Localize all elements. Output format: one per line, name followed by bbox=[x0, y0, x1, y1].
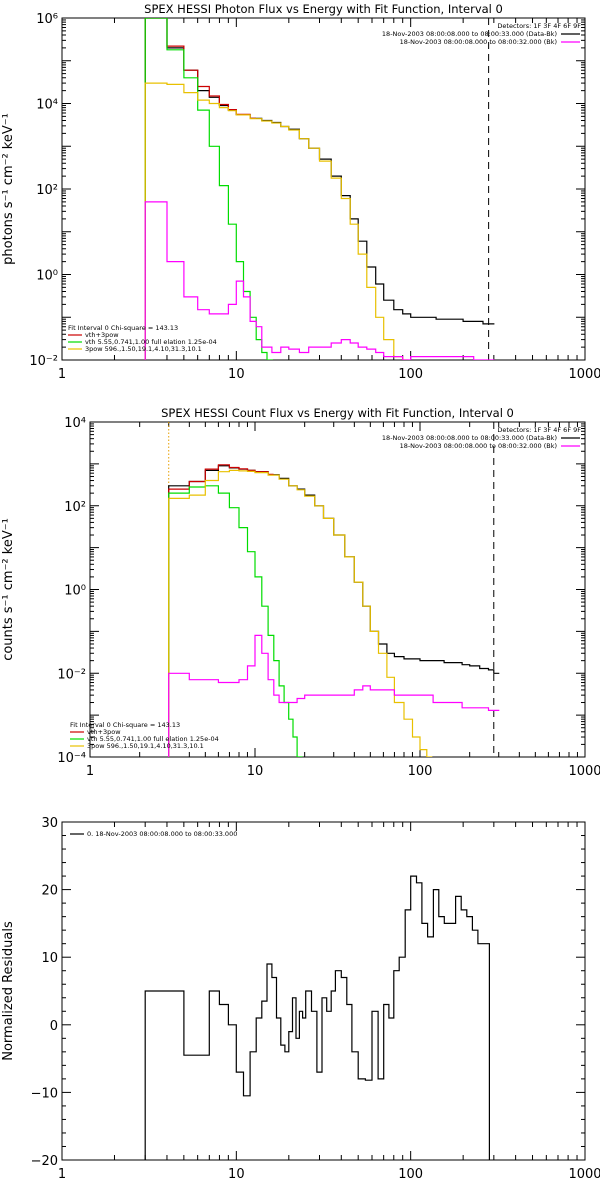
y-tick-label: 10⁰ bbox=[36, 269, 58, 284]
x-tick-label: 10 bbox=[247, 764, 264, 779]
y-tick-label: 0 bbox=[50, 1019, 58, 1034]
chart-title: SPEX HESSI Photon Flux vs Energy with Fi… bbox=[144, 2, 503, 16]
series-line-3 bbox=[168, 469, 433, 757]
x-tick-label: 10 bbox=[228, 367, 245, 382]
x-tick-label: 10 bbox=[228, 1167, 245, 1182]
y-axis-label: photons s⁻¹ cm⁻² keV⁻¹ bbox=[1, 113, 16, 265]
y-tick-label: 30 bbox=[41, 816, 58, 831]
series-line-0 bbox=[144, 875, 490, 1160]
fit-legend-entry: vth 5.55,0.741,1.00 full elation 1.25e-0… bbox=[87, 735, 219, 743]
fit-legend-entry: vth+3pow bbox=[87, 728, 121, 736]
y-tick-label: 10² bbox=[36, 183, 58, 198]
series-line-3 bbox=[144, 82, 409, 360]
legend-entry: 18-Nov-2003 08:00:08.000 to 08:00:32.000… bbox=[400, 442, 557, 450]
y-tick-label: 10⁻⁴ bbox=[57, 751, 86, 766]
fit-legend-entry: 3pow 596.,1.50,19.1,4.10,31.3,10.1 bbox=[85, 345, 202, 353]
x-tick-label: 1 bbox=[58, 367, 66, 382]
series-group bbox=[168, 464, 500, 757]
legend-entry: Detectors: 1F 3F 4F 6F 9F bbox=[497, 22, 581, 30]
y-tick-label: 10⁶ bbox=[36, 12, 58, 27]
series-line-2 bbox=[144, 18, 273, 360]
fit-legend-entry: 3pow 596.,1.50,19.1,4.10,31.3,10.1 bbox=[87, 742, 204, 750]
y-tick-label: 10⁻² bbox=[29, 354, 58, 369]
legend-entry: 0. 18-Nov-2003 08:00:08.000 to 08:00:33.… bbox=[87, 830, 237, 838]
series-group bbox=[144, 18, 495, 360]
residuals-panel: Normalized Residuals 1 10 100 1000 −20 −10 0 10 2… bbox=[1, 816, 600, 1182]
x-tick-label: 1 bbox=[86, 764, 94, 779]
x-tick-label: 100 bbox=[408, 764, 433, 779]
y-tick-label: 10⁰ bbox=[64, 584, 86, 599]
fit-legend-entry: vth+3pow bbox=[85, 331, 119, 339]
y-tick-label: 10² bbox=[64, 500, 86, 515]
y-tick-label: 10⁻² bbox=[57, 667, 86, 682]
legend-entry: 18-Nov-2003 08:00:08.000 to 08:00:33.000… bbox=[382, 30, 557, 38]
legend-entry: Detectors: 1F 3F 4F 6F 9F bbox=[497, 426, 581, 434]
fit-legend-title: Fit Interval 0 Chi-square = 143.13 bbox=[70, 721, 180, 729]
y-tick-label: 10⁴ bbox=[36, 98, 58, 113]
chart-title: SPEX HESSI Count Flux vs Energy with Fit… bbox=[161, 406, 514, 420]
y-tick-label: −10 bbox=[31, 1086, 58, 1101]
fit-legend-title: Fit Interval 0 Chi-square = 143.13 bbox=[68, 324, 178, 332]
photon-flux-panel: SPEX HESSI Photon Flux vs Energy with Fi… bbox=[1, 2, 600, 382]
x-tick-label: 100 bbox=[398, 1167, 423, 1182]
count-flux-panel: SPEX HESSI Count Flux vs Energy with Fit… bbox=[1, 406, 600, 779]
series-line-4 bbox=[168, 634, 500, 757]
series-line-2 bbox=[168, 485, 303, 757]
y-tick-label: −20 bbox=[31, 1154, 58, 1169]
fit-legend-entry: vth 5.55,0.741,1.00 full elation 1.25e-0… bbox=[85, 338, 217, 346]
y-tick-label: 10 bbox=[41, 951, 58, 966]
y-tick-label: 10⁴ bbox=[64, 416, 86, 431]
legend-entry: 18-Nov-2003 08:00:08.000 to 08:00:33.000… bbox=[382, 434, 557, 442]
legend-entry: 18-Nov-2003 08:00:08.000 to 08:00:32.000… bbox=[400, 38, 557, 46]
series-line-4 bbox=[144, 201, 495, 360]
y-axis-label: Normalized Residuals bbox=[1, 921, 16, 1061]
x-tick-label: 1 bbox=[58, 1167, 66, 1182]
x-tick-label: 1000 bbox=[568, 764, 600, 779]
x-tick-label: 1000 bbox=[568, 367, 600, 382]
y-axis-label: counts s⁻¹ cm⁻² keV⁻¹ bbox=[1, 518, 16, 661]
x-tick-label: 100 bbox=[398, 367, 423, 382]
series-group bbox=[144, 875, 490, 1160]
y-tick-label: 20 bbox=[41, 884, 58, 899]
x-tick-label: 1000 bbox=[568, 1167, 600, 1182]
plot-frame bbox=[61, 821, 586, 1161]
